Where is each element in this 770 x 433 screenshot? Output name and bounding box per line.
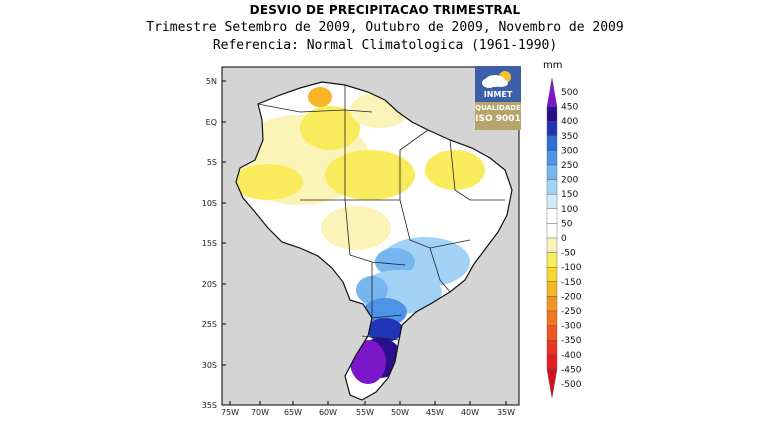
colorbar-swatch: [546, 296, 558, 312]
lon-label: 65W: [284, 408, 302, 417]
colorbar-swatch: [546, 208, 558, 224]
colorbar-label: -500: [561, 380, 582, 390]
colorbar-label: 500: [561, 88, 578, 98]
colorbar-swatch: [546, 120, 558, 136]
lat-label: 35S: [202, 401, 217, 410]
lon-label: 55W: [356, 408, 374, 417]
longitude-axis: 75W 70W 65W 60W 55W 50W 45W 40W 35W: [221, 401, 515, 417]
logo-top: INMET: [475, 66, 521, 102]
lat-label: 30S: [202, 361, 217, 370]
colorbar-label: -150: [561, 278, 582, 288]
colorbar-label: -250: [561, 307, 582, 317]
logo-iso: ISO 9001: [475, 114, 521, 124]
lat-label: 25S: [202, 320, 217, 329]
lon-label: 70W: [251, 408, 269, 417]
lat-label: 10S: [202, 199, 217, 208]
colorbar-label: -100: [561, 263, 582, 273]
colorbar-swatch: [546, 340, 558, 356]
colorbar-swatch: [546, 164, 558, 180]
colorbar-label: 300: [561, 146, 578, 156]
colorbar-label: -200: [561, 292, 582, 302]
lon-label: 45W: [426, 408, 444, 417]
colorbar-label: -50: [561, 249, 576, 259]
colorbar-swatch: [546, 135, 558, 151]
colorbar-unit: mm: [543, 60, 563, 71]
colorbar-swatch: [546, 325, 558, 341]
colorbar-label: -450: [561, 365, 582, 375]
colorbar-label: -350: [561, 336, 582, 346]
lon-label: 40W: [461, 408, 479, 417]
colorbar-swatch: [546, 252, 558, 268]
lat-label: EQ: [206, 118, 217, 127]
lon-label: 35W: [497, 408, 515, 417]
colorbar-label: 100: [561, 205, 578, 215]
colorbar-label: -400: [561, 351, 582, 361]
colorbar-swatch: [546, 150, 558, 166]
colorbar-swatch: [546, 267, 558, 283]
logo-quality-band: [475, 102, 521, 130]
lat-label: 5S: [207, 158, 217, 167]
colorbar-swatch: [546, 223, 558, 239]
lat-label: 20S: [202, 280, 217, 289]
colorbar-swatch: [546, 193, 558, 209]
colorbar-label: 350: [561, 132, 578, 142]
colorbar-label: 150: [561, 190, 578, 200]
colorbar-label: 250: [561, 161, 578, 171]
cloud-sun-icon: [482, 71, 511, 88]
colorbar-swatch: [546, 77, 558, 107]
logo-name: INMET: [483, 90, 513, 99]
colorbar-swatch: [546, 310, 558, 326]
colorbar-label: 200: [561, 176, 578, 186]
map-title: DESVIO DE PRECIPITACAO TRIMESTRAL: [249, 3, 521, 17]
colorbar-swatch: [546, 106, 558, 122]
colorbar-swatch: [546, 281, 558, 297]
anomaly-field: [236, 87, 485, 384]
lon-label: 75W: [221, 408, 239, 417]
logo-quality: QUALIDADE: [475, 104, 521, 112]
colorbar-label: 400: [561, 117, 578, 127]
latitude-axis: 5N EQ 5S 10S 15S 20S 25S 30S 35S: [202, 77, 226, 410]
colorbar-label: 450: [561, 103, 578, 113]
lat-label: 15S: [202, 239, 217, 248]
colorbar: 500450400350300250200150100500-50-100-15…: [546, 77, 582, 399]
lon-label: 60W: [319, 408, 337, 417]
lon-label: 50W: [391, 408, 409, 417]
colorbar-label: 50: [561, 219, 573, 229]
colorbar-swatch: [546, 179, 558, 195]
colorbar-swatch: [546, 237, 558, 253]
colorbar-swatch: [546, 354, 558, 370]
colorbar-label: 0: [561, 234, 567, 244]
map-subtitle: Trimestre Setembro de 2009, Outubro de 2…: [146, 20, 624, 35]
lat-label: 5N: [206, 77, 217, 86]
colorbar-label: -300: [561, 322, 582, 332]
inmet-logo: INMET QUALIDADE ISO 9001: [475, 66, 521, 130]
reference-text: Referencia: Normal Climatologica (1961-1…: [212, 38, 558, 53]
map-frame: [221, 66, 520, 406]
colorbar-swatch: [546, 369, 558, 399]
